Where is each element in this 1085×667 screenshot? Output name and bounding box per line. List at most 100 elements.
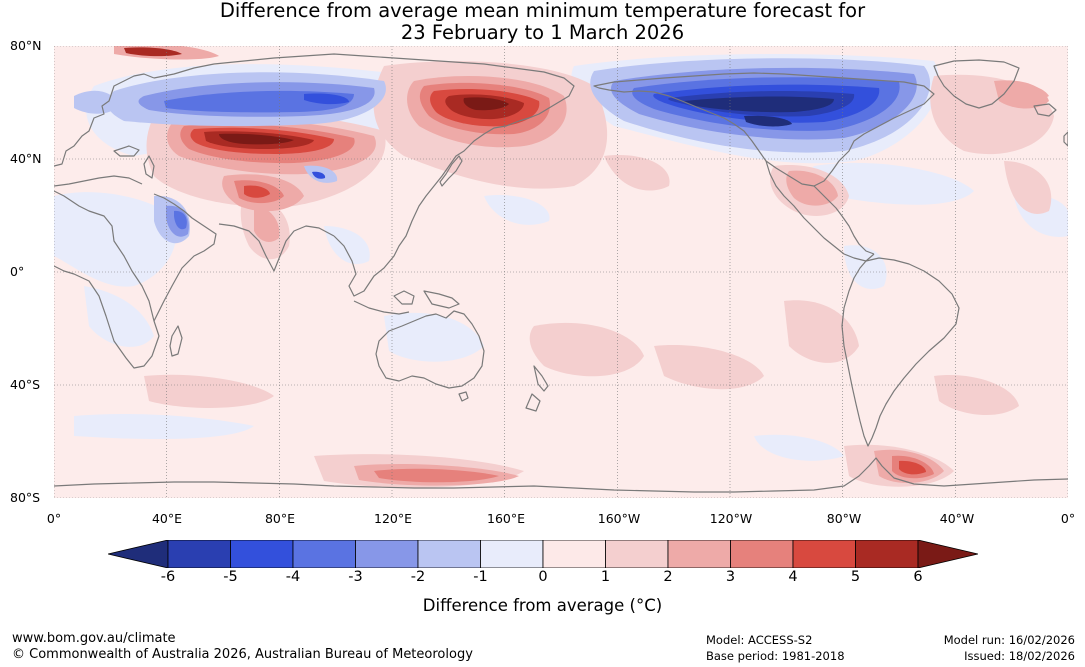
anomaly-blue-extreme-na-2 [744,115,792,127]
coast-antarctica [54,457,1068,493]
anomaly-darkred-africa-north [124,47,182,57]
anomaly-light-blue-sea-india [324,226,370,265]
coast-east-africa-arabia [153,193,217,322]
lon-label-0-right: 0° [1060,511,1076,526]
anomaly-blue5-tibet [312,171,326,179]
lat-label-0: 0° [10,264,25,279]
colorbar-tick: 1 [600,569,611,585]
lon-label-80w: 80°W [826,511,862,526]
anomaly-light-blue-sa [844,245,887,290]
coastlines [54,53,1068,493]
lat-label-40n: 40°N [10,151,42,166]
lon-label-160e: 160°E [486,511,526,526]
anomaly-light-blue-southern [74,414,254,439]
lon-label-40w: 40°W [939,511,975,526]
colorbar-bin-3 [292,540,356,568]
coast-new-zealand [525,365,549,412]
colorbar-extend-low [108,540,169,568]
colorbar-bin-4 [355,540,419,568]
map-title: Difference from average mean minimum tem… [0,0,1085,44]
gridlines [54,46,1068,498]
lat-label-80n: 80°N [10,38,42,53]
colorbar-tick: 5 [850,569,861,585]
anomaly-blue-scand [74,90,119,114]
anomaly-red-india [254,206,280,242]
coast-britain [1063,131,1068,147]
colorbar-tick: -3 [348,569,363,585]
anomaly-red5-antarctic [899,460,926,475]
coast-greenland [933,59,1020,109]
lon-label-80e: 80°E [264,511,296,526]
coast-tasmania [458,391,469,402]
colorbar-tick: -4 [285,569,301,585]
colorbar [108,540,978,568]
colorbar-bin-1 [167,540,231,568]
colorbar-bin-7 [542,540,606,568]
coast-australia [375,310,485,389]
anomaly-blue5-asia [304,93,349,105]
colorbar-bin-9 [667,540,731,568]
coast-japan [439,155,463,187]
colorbar-bin-10 [730,540,794,568]
issued-text: Issued: 18/02/2026 [964,649,1075,663]
anomaly-light-blue-south-pacific [754,434,844,461]
colorbar-extend-high [917,540,978,568]
temperature-anomaly-map [54,46,1068,498]
anomaly-light-red-pacific-north [604,155,670,191]
colorbar-bin-11 [792,540,856,568]
coast-south-america [841,257,960,447]
anomaly-extreme-central-asia [219,133,294,145]
website-link[interactable]: www.bom.gov.au/climate [12,631,176,646]
base-period-text: Base period: 1981-2018 [706,649,845,663]
colorbar-tick: 3 [725,569,736,585]
anomaly-blue4-arabia [174,210,187,230]
title-line-2: 23 February to 1 March 2026 [400,21,685,44]
anomaly-fields [54,46,1068,488]
anomaly-light-red-pacific-south [529,322,644,377]
coast-india [218,223,335,272]
lat-label-40s: 40°S [10,377,41,392]
anomaly-light-blue-africa [54,192,177,287]
anomaly-light-blue-pacific [484,195,550,225]
anomaly-light-red-greenland [1004,161,1052,214]
colorbar-bin-12 [855,540,919,568]
colorbar-tick: 2 [663,569,673,585]
lon-label-40e: 40°E [151,511,183,526]
lat-label-80s: 80°S [10,490,41,505]
lon-label-120e: 120°E [373,511,413,526]
coast-mexico-west [765,160,875,262]
title-line-1: Difference from average mean minimum tem… [219,0,866,22]
model-run-text: Model run: 16/02/2026 [943,633,1075,647]
colorbar-bin-5 [417,540,481,568]
colorbar-label: Difference from average (°C) [422,596,663,615]
map-plot [54,46,1068,498]
colorbar-tick: -1 [473,569,488,585]
anomaly-blue-extreme-na [684,96,834,113]
anomaly-extreme-siberia [463,97,509,111]
colorbar-bin-2 [230,540,294,568]
colorbar-bin-6 [480,540,544,568]
anomaly-light-red-pacific-east [654,345,764,390]
anomaly-light-red-indian [144,374,274,408]
lon-label-120w: 120°W [709,511,753,526]
anomaly-strong-red-southern [374,468,499,483]
coast-russia-north [153,53,575,122]
lon-label-160w: 160°W [597,511,641,526]
coast-europe-africa [54,73,160,369]
coast-se-asia [333,120,520,297]
anomaly-red5-tibet [244,185,270,198]
anomaly-light-red-sa-east [784,300,859,363]
colorbar-bin-8 [605,540,669,568]
lon-label-0-left: 0° [46,511,62,526]
coast-central-america [813,185,875,255]
colorbar-tick: -6 [160,569,176,585]
colorbar-tick: -5 [223,569,238,585]
coast-indonesia [353,290,460,315]
coast-caspian [143,155,155,179]
anomaly-light-blue-na-east [810,162,974,205]
coast-north-america [593,72,935,187]
anomaly-light-blue-africa-south [84,286,154,347]
colorbar-tick: 6 [913,569,923,585]
coast-madagascar [169,325,183,357]
colorbar-tick: -2 [410,569,426,585]
